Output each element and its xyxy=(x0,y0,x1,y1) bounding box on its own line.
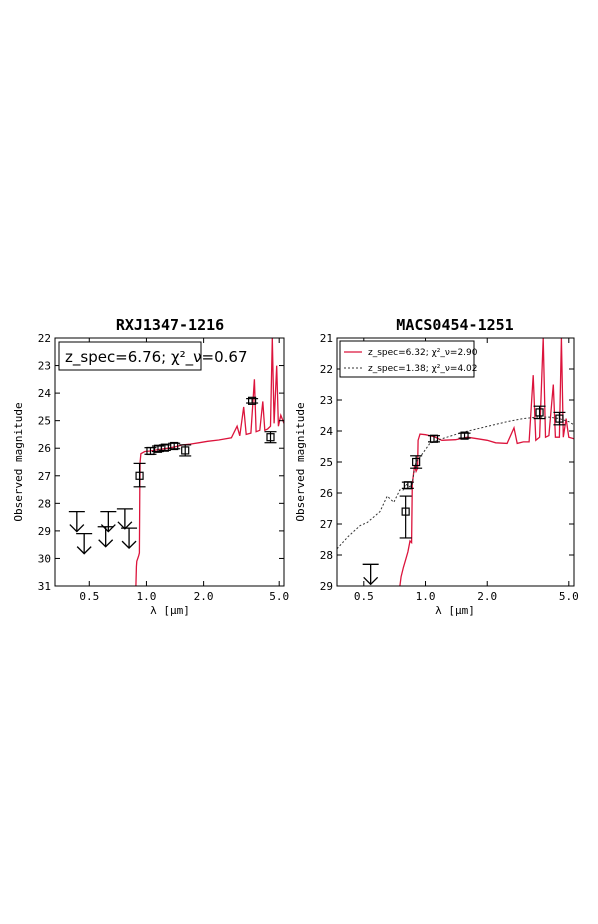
chart-right: MACS0454-1251 21 22 23 24 25 26 27 28 29 0.5 1.0 2.… xyxy=(294,316,579,617)
photometry-point xyxy=(428,434,441,443)
photometry-point xyxy=(399,495,412,539)
y-tick-label: 27 xyxy=(320,518,333,531)
legend-box: z_spec=6.32; χ²_ν=2.90 z_spec=1.38; χ²_ν… xyxy=(339,340,478,378)
photometry-point xyxy=(458,431,471,440)
y-axis-label: Observed magnitude xyxy=(12,402,25,521)
photometry-point xyxy=(410,455,423,469)
plot-frame xyxy=(336,337,575,587)
upper-limit-arrow xyxy=(116,508,133,530)
photometry-point xyxy=(168,441,181,451)
y-tick-label: 22 xyxy=(38,332,51,345)
axes: 21 22 23 24 25 26 27 28 29 0.5 1.0 2.0 5.0 xyxy=(320,332,579,603)
photometry-point xyxy=(264,431,277,444)
photometry-point xyxy=(553,411,566,426)
y-axis-label: Observed magnitude xyxy=(294,402,307,521)
upper-limit-arrow xyxy=(100,510,117,533)
y-tick-label: 31 xyxy=(38,580,51,593)
photometry-point xyxy=(533,405,546,420)
chart-title: MACS0454-1251 xyxy=(396,316,513,334)
photometry-point xyxy=(158,443,171,452)
x-axis-label: λ [μm] xyxy=(150,604,190,617)
axes: 22 23 24 25 26 27 28 29 30 31 0.5 1.0 2.0 5.0 xyxy=(38,332,289,603)
upper-limit-arrow xyxy=(362,563,379,586)
y-tick-label: 26 xyxy=(38,442,51,455)
y-tick-label: 21 xyxy=(320,332,333,345)
chart-title: RXJ1347-1216 xyxy=(116,316,224,334)
model-sed-solid xyxy=(399,338,574,586)
x-tick-label: 5.0 xyxy=(559,590,579,603)
x-tick-label: 1.0 xyxy=(137,590,157,603)
x-tick-label: 0.5 xyxy=(354,590,374,603)
y-tick-label: 30 xyxy=(38,552,51,565)
x-tick-label: 2.0 xyxy=(194,590,214,603)
upper-limit-arrow xyxy=(76,532,93,555)
y-tick-label: 25 xyxy=(320,456,333,469)
x-axis-label: λ [μm] xyxy=(435,604,475,617)
photometry-point xyxy=(246,396,259,405)
upper-limit-arrow xyxy=(68,510,85,533)
x-tick-label: 0.5 xyxy=(79,590,99,603)
y-tick-label: 28 xyxy=(38,497,51,510)
legend-entry: z_spec=1.38; χ²_ν=4.02 xyxy=(368,364,478,374)
model-sed-solid xyxy=(135,338,284,586)
upper-limit-arrow xyxy=(121,527,138,550)
x-tick-label: 5.0 xyxy=(269,590,289,603)
legend-entry: z_spec=6.32; χ²_ν=2.90 xyxy=(368,348,478,358)
x-tick-label: 1.0 xyxy=(416,590,436,603)
y-tick-label: 26 xyxy=(320,487,333,500)
y-tick-label: 23 xyxy=(320,394,333,407)
plot-area xyxy=(337,338,574,586)
y-tick-label: 22 xyxy=(320,363,333,376)
y-tick-label: 28 xyxy=(320,549,333,562)
y-tick-label: 25 xyxy=(38,415,51,428)
x-tick-label: 2.0 xyxy=(477,590,497,603)
photometry-point xyxy=(179,444,192,457)
photometry-point xyxy=(401,481,414,490)
y-tick-label: 29 xyxy=(38,525,51,538)
model-sed-dotted xyxy=(337,416,574,550)
y-tick-label: 24 xyxy=(320,425,334,438)
upper-limit-arrow xyxy=(97,526,114,548)
photometry-point xyxy=(133,462,146,488)
legend-box: z_spec=6.76; χ²_ν=0.67 xyxy=(58,341,248,371)
y-tick-label: 27 xyxy=(38,470,51,483)
y-tick-label: 29 xyxy=(320,580,333,593)
y-tick-label: 24 xyxy=(38,387,52,400)
plot-area xyxy=(68,338,284,586)
legend-text: z_spec=6.76; χ²_ν=0.67 xyxy=(65,348,248,367)
y-tick-label: 23 xyxy=(38,360,51,373)
plot-frame xyxy=(54,337,285,587)
